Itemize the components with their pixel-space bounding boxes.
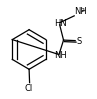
Text: NH: NH [74, 7, 86, 16]
Text: Cl: Cl [24, 84, 33, 93]
Text: HN: HN [54, 19, 67, 28]
Text: NH: NH [54, 51, 67, 60]
Text: S: S [77, 37, 82, 46]
Text: 2: 2 [81, 8, 85, 13]
